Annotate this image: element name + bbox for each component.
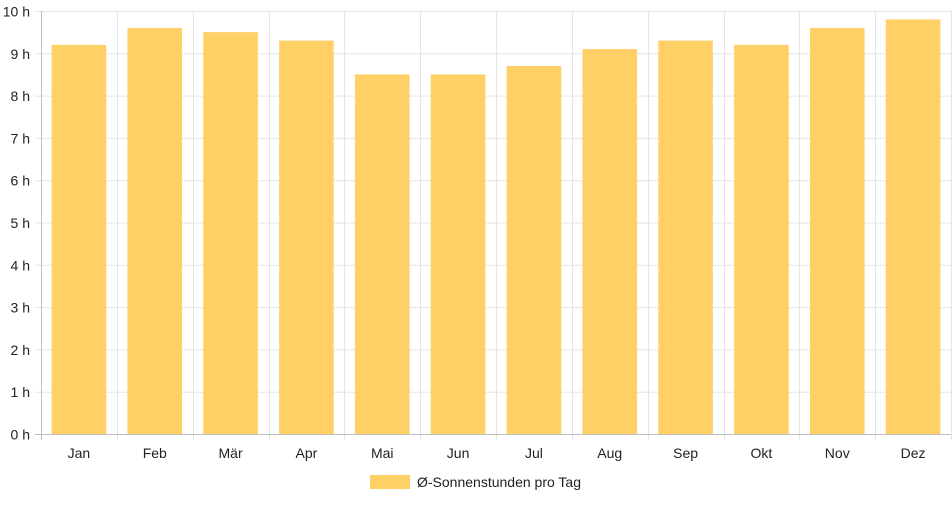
- x-tick-label: Jun: [447, 445, 470, 461]
- x-tick-label: Dez: [901, 445, 926, 461]
- y-tick-label: 0 h: [11, 427, 30, 443]
- x-tick-label: Aug: [597, 445, 622, 461]
- legend-label[interactable]: Ø-Sonnenstunden pro Tag: [417, 474, 581, 490]
- y-tick-label: 5 h: [11, 215, 30, 231]
- x-tick-label: Okt: [751, 445, 773, 461]
- bar-sep[interactable]: [658, 40, 713, 435]
- bars: [51, 19, 941, 435]
- bar-dez[interactable]: [885, 19, 941, 435]
- y-tick-label: 7 h: [11, 130, 30, 146]
- x-axis-tick-labels: Jan Feb Mär Apr Mai Jun Jul Aug Sep Okt Nov Dez: [68, 445, 926, 461]
- bar-okt[interactable]: [734, 44, 789, 435]
- x-tick-label: Feb: [143, 445, 167, 461]
- x-tick-label: Jan: [68, 445, 91, 461]
- x-tick-label: Mai: [371, 445, 394, 461]
- bar-nov[interactable]: [809, 27, 865, 434]
- bar-apr[interactable]: [279, 40, 334, 435]
- y-tick-label: 6 h: [11, 173, 30, 189]
- legend[interactable]: Ø-Sonnenstunden pro Tag: [370, 474, 581, 490]
- bar-jul[interactable]: [506, 65, 562, 435]
- y-tick-label: 4 h: [11, 257, 30, 273]
- y-tick-label: 3 h: [11, 300, 30, 316]
- legend-swatch[interactable]: [370, 475, 410, 489]
- axes: [35, 11, 951, 440]
- x-tick-label: Nov: [825, 445, 850, 461]
- x-tick-label: Jul: [525, 445, 543, 461]
- y-tick-label: 2 h: [11, 342, 30, 358]
- x-tick-label: Sep: [673, 445, 698, 461]
- bar-feb[interactable]: [127, 27, 183, 434]
- bar-mai[interactable]: [354, 74, 410, 434]
- y-tick-label: 8 h: [11, 88, 30, 104]
- bar-mär[interactable]: [203, 32, 258, 435]
- bar-aug[interactable]: [582, 49, 638, 434]
- x-tick-label: Apr: [296, 445, 318, 461]
- bar-jun[interactable]: [430, 74, 486, 434]
- y-tick-label: 10 h: [3, 4, 30, 20]
- y-tick-label: 1 h: [11, 384, 30, 400]
- x-tick-label: Mär: [219, 445, 243, 461]
- y-tick-label: 9 h: [11, 46, 30, 62]
- bar-jan[interactable]: [51, 44, 107, 435]
- y-axis-tick-labels: 0 h 1 h 2 h 3 h 4 h 5 h 6 h 7 h 8 h 9 h 10 h: [3, 4, 30, 443]
